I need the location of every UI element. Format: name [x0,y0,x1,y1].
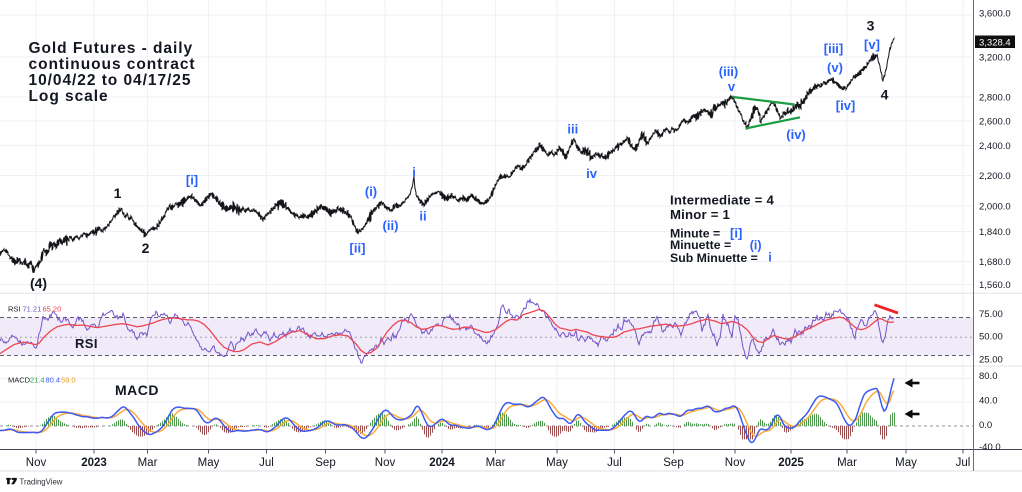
svg-text:1,680.0: 1,680.0 [979,257,1011,268]
svg-text:Nov: Nov [725,457,746,469]
svg-text:[i]: [i] [730,225,742,240]
svg-text:i: i [768,251,771,265]
svg-text:Intermediate = 4: Intermediate = 4 [670,193,774,208]
svg-text:40.0: 40.0 [979,395,998,406]
svg-text:(iii): (iii) [719,64,739,79]
svg-text:80.0: 80.0 [979,371,998,382]
svg-text:1: 1 [114,185,122,201]
svg-text:2025: 2025 [778,457,804,469]
svg-text:Jul: Jul [956,457,971,469]
svg-text:21.4: 21.4 [30,376,45,385]
svg-text:3,600.0: 3,600.0 [979,8,1011,19]
svg-text:continuous contract: continuous contract [29,56,196,73]
svg-text:Mar: Mar [486,457,506,469]
svg-text:May: May [546,457,568,469]
svg-text:3,328.4: 3,328.4 [979,37,1011,48]
svg-text:80.4: 80.4 [46,376,61,385]
svg-text:2: 2 [142,240,150,256]
svg-text:1,560.0: 1,560.0 [979,280,1011,291]
svg-text:iii: iii [567,122,578,137]
svg-text:RSI: RSI [75,336,98,351]
svg-text:Sep: Sep [663,457,683,469]
svg-text:2023: 2023 [81,457,107,469]
svg-text:25.00: 25.00 [979,354,1003,365]
svg-text:(iv): (iv) [786,127,806,142]
svg-text:v: v [728,79,736,94]
svg-text:3: 3 [867,18,875,34]
svg-text:0.0: 0.0 [979,420,992,431]
svg-text:Jul: Jul [607,457,622,469]
svg-text:Log scale: Log scale [29,88,109,105]
svg-text:(i): (i) [365,184,377,199]
svg-text:May: May [198,457,220,469]
svg-text:2,000.0: 2,000.0 [979,201,1011,212]
svg-text:Sep: Sep [315,457,335,469]
svg-text:[v]: [v] [864,37,880,52]
svg-text:2,800.0: 2,800.0 [979,92,1011,103]
svg-text:4: 4 [881,87,889,103]
svg-text:i: i [412,165,416,180]
svg-text:Jul: Jul [259,457,274,469]
svg-text:iv: iv [586,166,598,181]
svg-text:(4): (4) [30,275,47,291]
svg-text:[i]: [i] [186,173,198,188]
svg-text:[iv]: [iv] [836,98,856,113]
svg-text:RSI: RSI [8,305,21,314]
svg-text:Minuette =: Minuette = [670,238,731,252]
svg-text:(v): (v) [827,60,843,75]
svg-text:1,840.0: 1,840.0 [979,227,1011,238]
svg-text:2,400.0: 2,400.0 [979,141,1011,152]
svg-text:Nov: Nov [375,457,396,469]
svg-text:MACD: MACD [115,382,159,398]
svg-text:Mar: Mar [837,457,857,469]
svg-text:2,600.0: 2,600.0 [979,116,1011,127]
svg-text:3,200.0: 3,200.0 [979,52,1011,63]
svg-text:(ii): (ii) [383,218,399,233]
svg-text:Minor = 1: Minor = 1 [670,207,730,222]
svg-text:[iii]: [iii] [824,41,844,56]
svg-text:59.0: 59.0 [61,376,76,385]
svg-text:MACD: MACD [8,376,31,385]
svg-text:75.00: 75.00 [979,309,1003,320]
svg-text:Nov: Nov [26,457,47,469]
svg-text:Sub Minuette =: Sub Minuette = [670,251,758,265]
svg-text:Mar: Mar [138,457,158,469]
svg-text:-40.0: -40.0 [979,442,1001,453]
svg-text:65.20: 65.20 [43,305,62,314]
svg-text:TradingView: TradingView [20,478,63,487]
svg-text:2024: 2024 [429,457,455,469]
svg-text:May: May [895,457,917,469]
svg-text:71.21: 71.21 [23,305,42,314]
svg-text:Minute =: Minute = [670,226,720,240]
svg-text:(i): (i) [750,239,762,253]
svg-text:Gold Futures - daily: Gold Futures - daily [29,40,194,57]
svg-text:2,200.0: 2,200.0 [979,171,1011,182]
svg-text:ii: ii [419,209,426,224]
svg-text:50.00: 50.00 [979,331,1003,342]
svg-text:10/04/22 to 04/17/25: 10/04/22 to 04/17/25 [29,72,192,89]
svg-text:[ii]: [ii] [350,241,366,256]
